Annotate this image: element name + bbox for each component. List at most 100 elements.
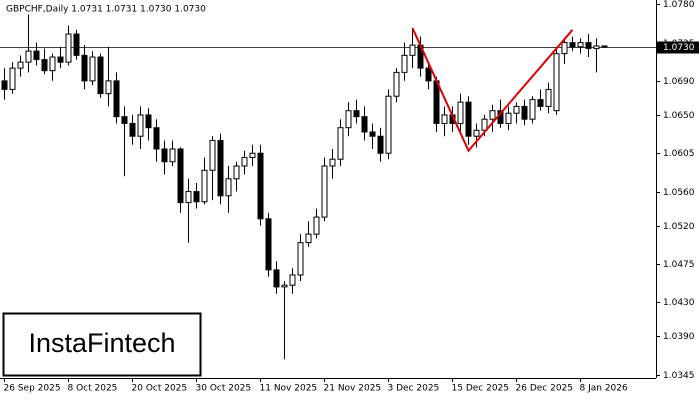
candle-body (249, 152, 256, 158)
candle-body (521, 105, 528, 120)
x-tick-label: 26 Dec 2025 (516, 384, 574, 394)
x-tick-label: 15 Dec 2025 (452, 384, 510, 394)
candle-body (281, 284, 288, 288)
y-tick-label: 1.0430 (663, 298, 695, 308)
x-tick-label: 30 Oct 2025 (196, 384, 252, 394)
x-tick-label: 8 Oct 2025 (68, 384, 118, 394)
candle-body (489, 110, 496, 120)
candle-body (73, 33, 80, 56)
candle-body (361, 116, 368, 133)
candle-body (345, 110, 352, 129)
current-price-label: 1.0730 (663, 43, 695, 53)
candle-body (217, 139, 224, 197)
candle-body (425, 67, 432, 82)
candle-body (153, 127, 160, 150)
candle-body (537, 99, 544, 107)
candle-body (433, 80, 440, 124)
x-tick-label: 8 Jan 2026 (580, 384, 628, 394)
candle-body (585, 42, 592, 50)
candle-body (369, 131, 376, 137)
x-tick-label: 20 Oct 2025 (132, 384, 188, 394)
candle-body (169, 148, 176, 163)
y-tick-label: 1.0345 (663, 371, 695, 381)
candle-body (57, 56, 64, 63)
candle-body (137, 114, 144, 137)
candle-body (241, 157, 248, 167)
current-price-box (657, 41, 699, 54)
candle-body (553, 53, 560, 112)
candle-body (505, 112, 512, 124)
candle-body (233, 165, 240, 180)
candle-body (25, 50, 32, 63)
y-tick-label: 1.0475 (663, 260, 695, 270)
candle-body (601, 45, 608, 48)
logo-box (2, 312, 202, 377)
candle-body (9, 67, 16, 90)
candle-body (89, 56, 96, 82)
candle-body (41, 59, 48, 72)
candle-body (465, 101, 472, 137)
candle-body (329, 158, 336, 167)
x-tick-label: 26 Sep 2025 (4, 384, 61, 394)
candle-body (337, 127, 344, 160)
candle-body (257, 152, 264, 220)
candle-body (305, 233, 312, 244)
y-tick-label: 1.0390 (663, 332, 695, 342)
x-tick-label: 21 Nov 2025 (324, 384, 382, 394)
candle-body (273, 269, 280, 288)
candle-body (105, 80, 112, 95)
candle-body (593, 45, 600, 50)
logo: InstaFintech (28, 328, 175, 358)
candle-body (65, 33, 72, 63)
candle-body (577, 42, 584, 48)
candle-body (17, 61, 24, 69)
candle-body (289, 274, 296, 286)
candle-body (145, 114, 152, 129)
candle-body (545, 88, 552, 107)
y-tick-label: 1.0780 (663, 0, 695, 10)
candle-body (569, 42, 576, 48)
candle-body (441, 114, 448, 124)
candle-body (81, 54, 88, 82)
y-tick-label: 1.0650 (663, 111, 695, 121)
candle-body (313, 216, 320, 235)
candle-body (121, 116, 128, 124)
candle-body (49, 56, 56, 72)
chart-title: GBPCHF,Daily 1.0731 1.0731 1.0730 1.0730 (6, 5, 206, 15)
candle-body (1, 80, 8, 90)
candle-body (473, 129, 480, 137)
candle-body (33, 50, 40, 61)
candle-body (561, 42, 568, 55)
pattern-line (411, 27, 574, 153)
y-tick-label: 1.0690 (663, 77, 695, 87)
x-tick-label: 11 Nov 2025 (260, 384, 318, 394)
y-tick-label: 1.0560 (663, 188, 695, 198)
candle-body (177, 148, 184, 204)
candle-body (513, 105, 520, 114)
candle-body (209, 139, 216, 171)
candle-body (529, 99, 536, 120)
candle-body (185, 191, 192, 204)
y-tick-label: 1.0520 (663, 222, 695, 232)
candle-body (353, 110, 360, 118)
candle-body (201, 169, 208, 203)
candle-body (401, 54, 408, 73)
y-tick-label: 1.0605 (663, 149, 695, 159)
candle-body (321, 165, 328, 218)
candle-body (129, 122, 136, 137)
candle-body (457, 101, 464, 124)
candle-body (265, 218, 272, 271)
candle-body (297, 242, 304, 276)
candle-body (225, 178, 232, 197)
candle-body (161, 148, 168, 163)
candle-body (377, 135, 384, 154)
candle-body (385, 95, 392, 154)
x-tick-label: 3 Dec 2025 (388, 384, 440, 394)
candle-body (193, 191, 200, 203)
candle-body (409, 44, 416, 56)
candle-body (113, 80, 120, 118)
candle-body (393, 71, 400, 97)
candle-body (97, 56, 104, 95)
